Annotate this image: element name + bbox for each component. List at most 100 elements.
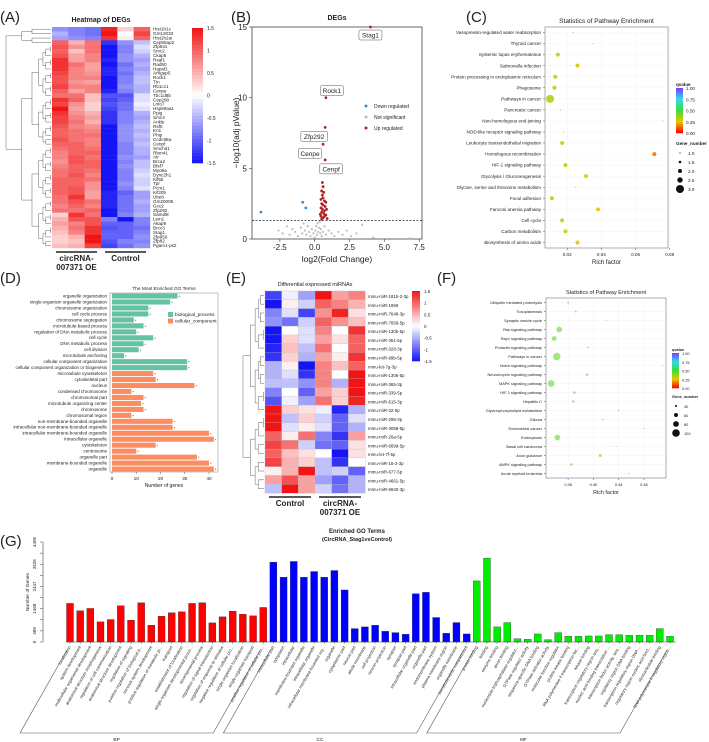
colorbar-segment [412,296,420,299]
heatmap-cell [281,387,299,397]
heatmap-cell [348,448,366,459]
heatmap-cell [101,44,118,50]
heatmap-cell [52,243,69,249]
category-label: centrosome [83,449,107,454]
bar [351,628,359,643]
data-point [285,225,288,228]
data-point [333,235,336,238]
heatmap-cell [117,35,134,41]
y-tick-label: 2447 [32,581,37,592]
bar [112,317,134,323]
colorbar-tick: 0.75 [682,360,690,365]
colorbar-segment [412,317,420,320]
heatmap-cell [68,124,85,129]
heatmap-cell [84,110,102,116]
data-point [288,233,291,236]
heatmap-cell [348,343,366,353]
heatmap-cell [331,361,349,371]
data-point [345,229,348,232]
colorbar-tick: 1.5 [207,26,214,32]
heatmap-cell [52,106,69,112]
category-label: microtubule-based process [53,323,108,328]
heatmap-cell [68,66,85,72]
row-label: Zfp82 [153,239,165,244]
data-point [323,225,326,228]
bar [112,341,144,347]
bar-annotation: * [171,300,173,305]
bar [112,394,144,400]
heatmap-cell [117,159,134,165]
heatmap-cell [101,75,118,81]
heatmap-cell [52,75,69,81]
size-legend-marker [672,429,680,437]
colorbar-segment [672,374,679,376]
heatmap-cell [331,484,349,494]
colorbar-segment [412,308,420,311]
bar [524,639,532,643]
data-point [321,196,325,200]
row-label: Hist1h2ai [153,35,172,40]
x-tick-label: 0.48 [640,482,648,487]
legend-title: Gene_number [676,141,707,146]
row-label: mmu-let-7g-3p [368,364,397,369]
x-tick-label: 0.0 [309,243,321,252]
heatmap-cell [331,334,349,345]
bar [112,430,209,436]
bar [112,424,173,430]
row-label: mmu-miR-7648-3p [368,312,405,317]
x-tick-label: 7.5 [414,243,426,252]
size-legend-label: 80 [684,422,689,427]
bar [412,593,420,643]
row-label: Kri1 [153,128,162,133]
bar-annotation: * [188,366,190,371]
pathway-point [628,472,630,475]
colorbar-tick: -1 [424,347,428,352]
heatmap-cell [68,88,85,94]
pathway-point [571,400,575,403]
data-point [323,205,327,208]
row-label: Bfsf7 [153,164,164,169]
heatmap-cell [298,299,316,309]
pathway-point [585,373,589,376]
heatmap-cell [264,325,283,336]
panel-label: (F) [437,270,456,287]
group-label: BP [113,737,119,742]
colorbar-segment [676,100,683,102]
heatmap-cell [101,119,118,125]
colorbar-tick: 1.5 [424,289,431,294]
colorbar-segment [672,371,679,374]
legend-title: qvalue [676,82,691,87]
row-label: mmu-let-7f-5p [368,452,396,457]
heatmap-cell [117,71,134,76]
panel-label: (C) [466,9,487,26]
colorbar-segment [672,372,679,375]
heatmap-cell [314,448,333,459]
heatmap-cell [52,181,69,187]
heatmap-cell [101,31,118,37]
bar [239,613,247,643]
gene-label-box [319,163,343,175]
heatmap-cell [314,317,333,327]
bar [112,448,137,454]
heatmap-cell [52,150,69,156]
heatmap-cell [101,115,118,121]
heatmap-cell [331,325,349,336]
heatmap-cell [117,49,134,54]
bar [96,621,105,643]
row-label: Tpr [153,181,160,186]
colorbar-segment [676,104,683,107]
heatmap-cell [68,186,85,191]
colorbar-segment [412,354,420,357]
heatmap-cell [101,208,118,213]
row-label: Rbm41 [153,150,168,155]
bar [585,635,593,643]
row-label: Brcc3 [153,225,165,230]
colorbar-segment [192,34,203,39]
bar [269,561,278,643]
colorbar-segment [412,345,420,348]
heatmap-cell [348,369,366,380]
row-label: Brca2 [153,159,165,164]
pathway-label: Pancreatic cancer [504,107,541,112]
heatmap-cell [133,159,151,165]
bar [112,335,154,341]
